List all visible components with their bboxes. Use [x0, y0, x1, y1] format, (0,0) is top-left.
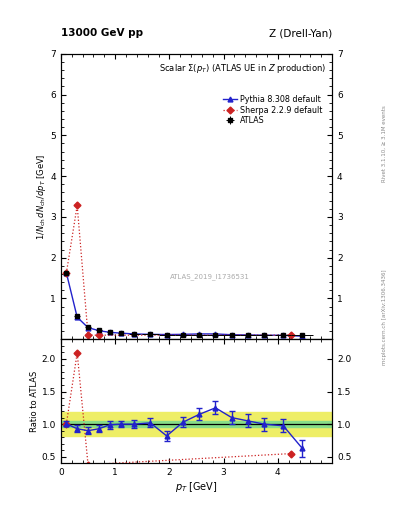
Y-axis label: Ratio to ATLAS: Ratio to ATLAS: [30, 371, 39, 432]
Pythia 8.308 default: [300, 333, 305, 339]
Pythia 8.308 default: [164, 331, 169, 337]
Text: mcplots.cern.ch [arXiv:1306.3436]: mcplots.cern.ch [arXiv:1306.3436]: [382, 270, 387, 365]
Pythia 8.308 default: [281, 332, 286, 338]
Sherpa 2.2.9 default: [86, 332, 90, 338]
Line: Pythia 8.308 default: Pythia 8.308 default: [64, 270, 305, 338]
Pythia 8.308 default: [262, 332, 266, 338]
Pythia 8.308 default: [107, 329, 112, 335]
Text: ATLAS_2019_I1736531: ATLAS_2019_I1736531: [170, 273, 250, 280]
Text: 13000 GeV pp: 13000 GeV pp: [61, 28, 143, 38]
Pythia 8.308 default: [148, 331, 153, 337]
Text: Z (Drell-Yan): Z (Drell-Yan): [269, 28, 332, 38]
Legend: Pythia 8.308 default, Sherpa 2.2.9 default, ATLAS: Pythia 8.308 default, Sherpa 2.2.9 defau…: [222, 95, 323, 125]
Line: Sherpa 2.2.9 default: Sherpa 2.2.9 default: [64, 203, 294, 337]
X-axis label: $p_T\;[\mathrm{GeV}]$: $p_T\;[\mathrm{GeV}]$: [175, 480, 218, 494]
Sherpa 2.2.9 default: [64, 270, 69, 276]
Bar: [61, 412, 332, 436]
Pythia 8.308 default: [97, 328, 101, 334]
Pythia 8.308 default: [118, 330, 123, 336]
Pythia 8.308 default: [75, 314, 79, 321]
Sherpa 2.2.9 default: [289, 332, 294, 338]
Pythia 8.308 default: [181, 331, 185, 337]
Pythia 8.308 default: [246, 332, 250, 338]
Text: Rivet 3.1.10, ≥ 3.1M events: Rivet 3.1.10, ≥ 3.1M events: [382, 105, 387, 182]
Pythia 8.308 default: [230, 332, 234, 338]
Pythia 8.308 default: [197, 331, 202, 337]
Pythia 8.308 default: [86, 325, 90, 331]
Pythia 8.308 default: [64, 270, 69, 276]
Pythia 8.308 default: [132, 331, 136, 337]
Sherpa 2.2.9 default: [97, 332, 101, 338]
Text: Scalar $\Sigma(p_T)$ (ATLAS UE in $Z$ production): Scalar $\Sigma(p_T)$ (ATLAS UE in $Z$ pr…: [160, 62, 327, 75]
Sherpa 2.2.9 default: [75, 202, 79, 208]
Bar: [61, 421, 332, 428]
Y-axis label: $1/N_\mathrm{ch}\,dN_\mathrm{ch}/dp_T\;[\mathrm{GeV}]$: $1/N_\mathrm{ch}\,dN_\mathrm{ch}/dp_T\;[…: [35, 153, 48, 240]
Pythia 8.308 default: [213, 331, 218, 337]
